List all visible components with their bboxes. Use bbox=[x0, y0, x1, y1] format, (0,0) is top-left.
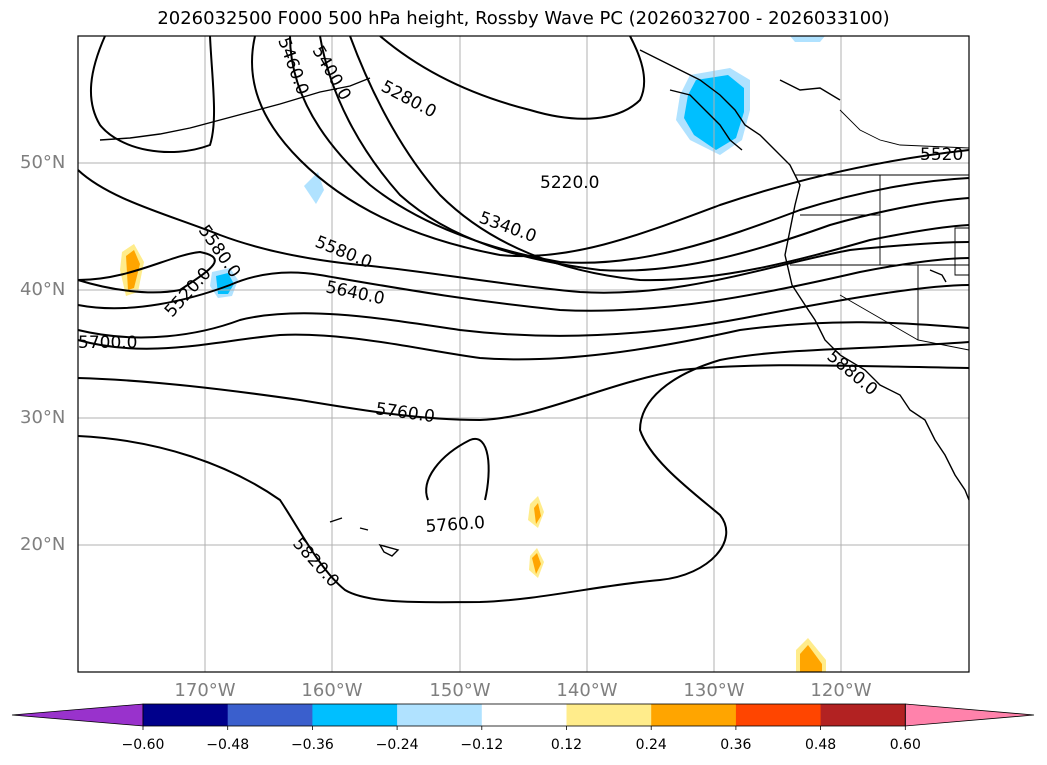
lat-label: 20°N bbox=[20, 534, 66, 555]
coastlines bbox=[99, 49, 970, 557]
colorbar-arrow-left bbox=[11, 703, 144, 727]
height-contours bbox=[77, 35, 970, 604]
lon-label: 140°W bbox=[556, 680, 618, 701]
lat-label: 40°N bbox=[20, 279, 66, 300]
colorbar-segment bbox=[312, 704, 398, 726]
colorbar-tick-label: −0.36 bbox=[290, 737, 334, 753]
colorbar-segment bbox=[481, 704, 567, 726]
colorbar-segment bbox=[651, 704, 737, 726]
colorbar-tick-label: 0.36 bbox=[720, 737, 752, 753]
colorbar-arrow-right bbox=[904, 703, 1035, 727]
colorbar-segment bbox=[566, 704, 652, 726]
colorbar-segment bbox=[397, 704, 483, 726]
colorbar-segment bbox=[735, 704, 822, 726]
plot-area bbox=[78, 36, 969, 672]
colorbar-tick-label: 0.12 bbox=[550, 737, 583, 753]
positive-anomaly bbox=[126, 250, 140, 290]
colorbar-tick-label: 0.60 bbox=[889, 737, 921, 753]
colorbar-segment bbox=[227, 704, 313, 726]
anomaly-shading bbox=[120, 36, 826, 672]
graticule bbox=[78, 36, 969, 672]
lon-label: 160°W bbox=[301, 680, 363, 701]
negative-anomaly-light-3 bbox=[304, 172, 324, 204]
map-title: 2026032500 F000 500 hPa height, Rossby W… bbox=[157, 8, 890, 29]
colorbar-tick-label: −0.12 bbox=[460, 737, 504, 753]
contour-label: 5700.0 bbox=[78, 333, 137, 353]
lat-label: 30°N bbox=[20, 407, 66, 428]
colorbar-outline bbox=[142, 703, 906, 727]
contour-label: 5760.0 bbox=[425, 513, 486, 537]
colorbar-tick-label: −0.60 bbox=[121, 737, 165, 753]
lat-label: 50°N bbox=[20, 152, 66, 173]
positive-anomaly-3 bbox=[532, 553, 541, 574]
colorbar-segment bbox=[820, 704, 906, 726]
colorbar bbox=[11, 703, 1035, 730]
colorbar-tick-label: −0.24 bbox=[375, 737, 419, 753]
positive-anomaly-4 bbox=[800, 645, 822, 672]
lon-label: 120°W bbox=[810, 680, 872, 701]
lon-label: 150°W bbox=[429, 680, 491, 701]
colorbar-tick-label: 0.48 bbox=[805, 737, 837, 753]
positive-anomaly-2 bbox=[534, 503, 541, 524]
plot-frame bbox=[77, 35, 970, 673]
colorbar-tick-label: 0.24 bbox=[635, 737, 667, 753]
negative-anomaly-light-4 bbox=[790, 36, 825, 42]
contour-label: 5220.0 bbox=[540, 173, 599, 193]
lon-label: 170°W bbox=[174, 680, 236, 701]
colorbar-tick-label: −0.48 bbox=[206, 737, 250, 753]
contour-label: 5520 bbox=[920, 145, 963, 165]
colorbar-segment bbox=[143, 704, 229, 726]
lon-label: 130°W bbox=[683, 680, 745, 701]
